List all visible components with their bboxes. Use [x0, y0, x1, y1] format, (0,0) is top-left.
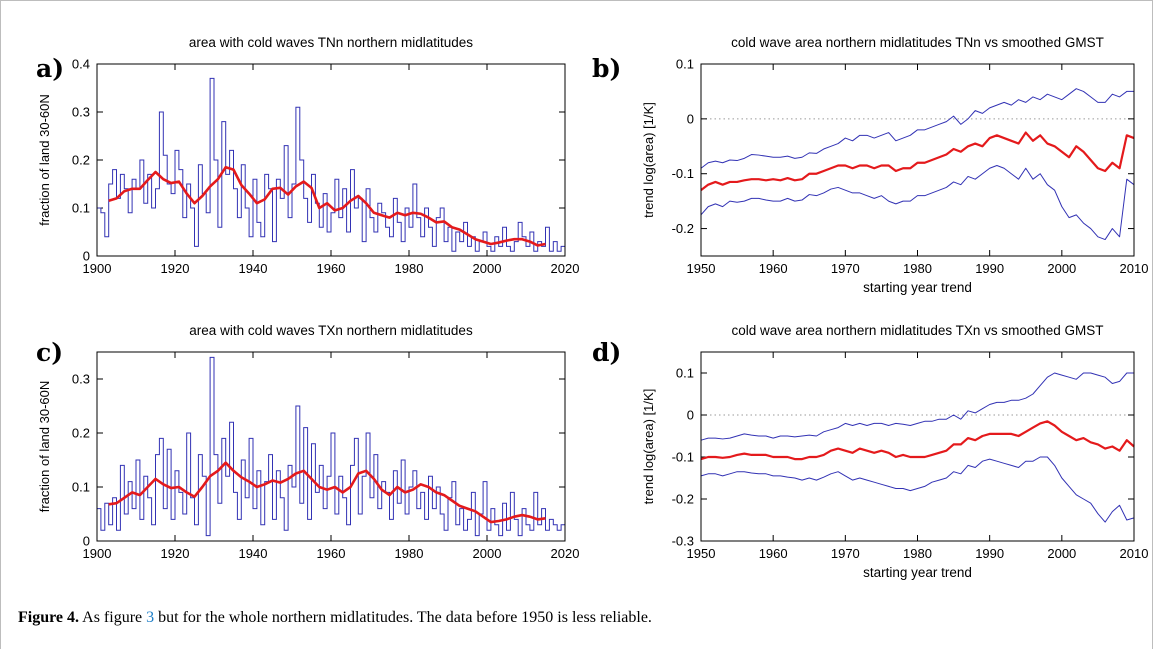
- x-tick-label: 2020: [551, 261, 580, 276]
- panel-label-b: b): [592, 54, 622, 83]
- x-tick-label: 1900: [83, 546, 112, 561]
- y-tick-label: 0: [687, 408, 694, 423]
- y-tick-label: 0.3: [72, 105, 90, 120]
- y-tick-label: 0.2: [72, 153, 90, 168]
- x-tick-label: 2020: [551, 546, 580, 561]
- plot-frame: [700, 63, 1135, 257]
- figure-caption: Figure 4. As figure 3 but for the whole …: [18, 609, 652, 627]
- x-tick-label: 1990: [975, 546, 1004, 561]
- y-axis-label: fraction of land 30-60N: [37, 381, 52, 513]
- x-tick-label: 1950: [687, 261, 716, 276]
- x-tick-label: 2010: [1120, 546, 1149, 561]
- y-tick-label: -0.1: [672, 450, 694, 465]
- x-tick-label: 1960: [317, 261, 346, 276]
- x-tick-label: 1920: [161, 261, 190, 276]
- x-tick-label: 1990: [975, 261, 1004, 276]
- caption-text-1: As figure: [79, 609, 147, 626]
- x-tick-label: 2010: [1120, 261, 1149, 276]
- trend-series-0: [700, 88, 1134, 169]
- x-tick-label: 1960: [317, 546, 346, 561]
- plot-frame: [700, 351, 1135, 542]
- y-tick-label: -0.2: [672, 221, 694, 236]
- panel-d: d) cold wave area northern midlatitudes …: [576, 300, 1153, 600]
- x-tick-label: 1960: [759, 261, 788, 276]
- y-tick-label: 0.1: [676, 57, 694, 72]
- y-axis-label: trend log(area) [1/K]: [641, 102, 656, 218]
- x-tick-label: 1970: [831, 261, 860, 276]
- x-tick-label: 1940: [239, 546, 268, 561]
- x-tick-label: 2000: [1047, 546, 1076, 561]
- plot-frame: [96, 351, 566, 542]
- caption-figure-ref-link[interactable]: 3: [146, 609, 155, 626]
- x-tick-label: 1980: [903, 546, 932, 561]
- caption-figure-label: Figure 4.: [18, 609, 80, 626]
- y-tick-label: 0: [687, 111, 694, 126]
- trend-series-2: [700, 456, 1135, 523]
- annual-step-series-0: [97, 356, 565, 537]
- x-tick-label: 2000: [473, 261, 502, 276]
- trend-series-1: [700, 420, 1135, 461]
- chart-title: area with cold waves TXn northern midlat…: [189, 323, 473, 338]
- x-tick-label: 1940: [239, 261, 268, 276]
- y-tick-label: 0.1: [676, 366, 694, 381]
- panel-label-a: a): [36, 54, 65, 83]
- x-tick-label: 1980: [395, 546, 424, 561]
- x-tick-label: 1950: [687, 546, 716, 561]
- y-tick-label: 0: [83, 534, 90, 549]
- x-tick-label: 2000: [1047, 261, 1076, 276]
- x-tick-label: 2000: [473, 546, 502, 561]
- x-tick-label: 1920: [161, 546, 190, 561]
- smoothed-series-1: [108, 165, 546, 247]
- y-axis-label: trend log(area) [1/K]: [641, 389, 656, 505]
- panel-label-c: c): [36, 338, 64, 367]
- y-tick-label: 0.4: [72, 57, 90, 72]
- panel-a: a) area with cold waves TNn northern mid…: [0, 0, 579, 300]
- chart-c: area with cold waves TXn northern midlat…: [37, 323, 579, 561]
- chart-a: area with cold waves TNn northern midlat…: [37, 35, 579, 276]
- chart-d: cold wave area northern midlatitudes TXn…: [641, 323, 1149, 580]
- y-tick-label: 0.1: [72, 201, 90, 216]
- x-axis-label: starting year trend: [863, 280, 972, 295]
- y-tick-label: 0.2: [72, 426, 90, 441]
- y-tick-label: -0.2: [672, 492, 694, 507]
- x-tick-label: 1900: [83, 261, 112, 276]
- x-tick-label: 1960: [759, 546, 788, 561]
- chart-title: cold wave area northern midlatitudes TXn…: [732, 323, 1104, 338]
- caption-text-2: but for the whole northern midlatitudes.…: [154, 609, 652, 626]
- x-tick-label: 1970: [831, 546, 860, 561]
- y-axis-label: fraction of land 30-60N: [37, 94, 52, 226]
- y-tick-label: -0.3: [672, 534, 694, 549]
- annual-step-series-0: [97, 77, 565, 252]
- trend-series-1: [700, 131, 1135, 192]
- trend-series-2: [700, 164, 1135, 241]
- y-tick-label: 0.3: [72, 372, 90, 387]
- x-axis-label: starting year trend: [863, 565, 972, 580]
- chart-b: cold wave area northern midlatitudes TNn…: [641, 35, 1149, 295]
- chart-title: area with cold waves TNn northern midlat…: [189, 35, 473, 50]
- x-tick-label: 1980: [903, 261, 932, 276]
- trend-series-0: [700, 372, 1134, 441]
- panel-c: c) area with cold waves TXn northern mid…: [0, 300, 579, 600]
- y-tick-label: 0.1: [72, 480, 90, 495]
- y-tick-label: -0.1: [672, 166, 694, 181]
- plot-frame: [96, 63, 566, 257]
- y-tick-label: 0: [83, 249, 90, 264]
- panel-label-d: d): [592, 338, 622, 367]
- smoothed-series-1: [108, 461, 546, 524]
- x-tick-label: 1980: [395, 261, 424, 276]
- panel-b: b) cold wave area northern midlatitudes …: [576, 0, 1153, 300]
- chart-title: cold wave area northern midlatitudes TNn…: [731, 35, 1104, 50]
